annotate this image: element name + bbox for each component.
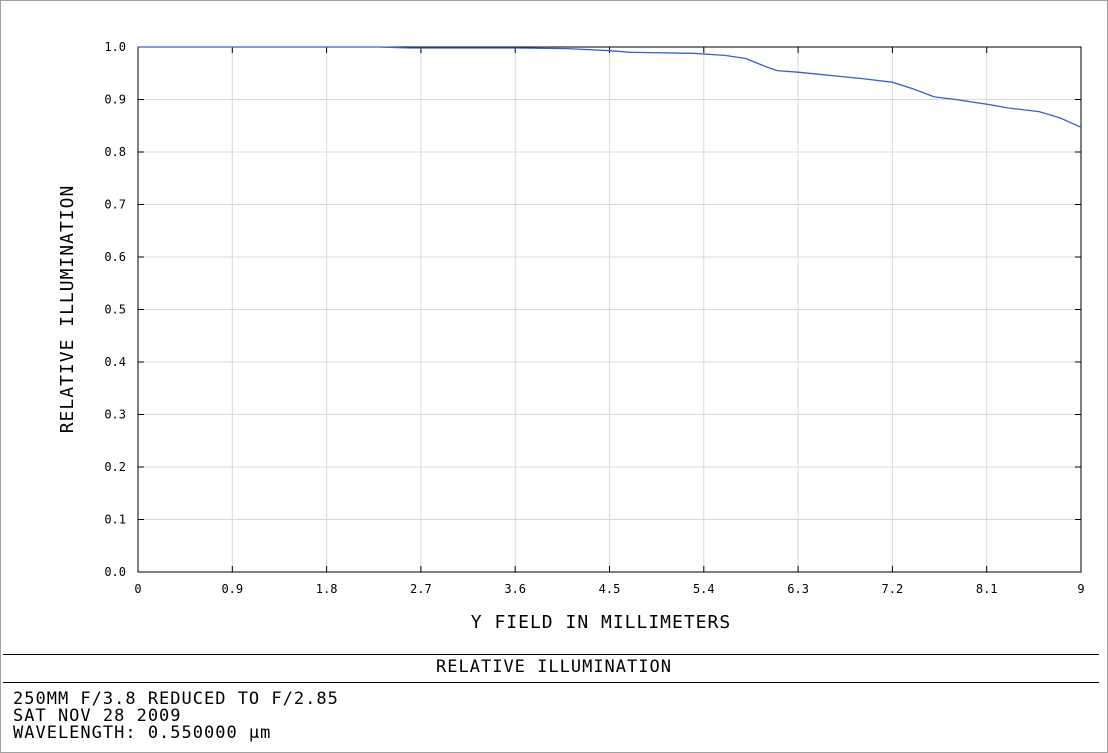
y-tick-label: 0.1: [104, 513, 126, 527]
relative-illumination-chart: 0 0.9 1.8 2.7 3.6 4.5 5.4 6.3 7.2 8.1 9 0.0 0.1 0.2 0.…: [57, 40, 1085, 633]
info-lens-description: 250MM F/3.8 REDUCED TO F/2.85: [13, 689, 339, 709]
axis-ticks: 0 0.9 1.8 2.7 3.6 4.5 5.4 6.3 7.2 8.1 9 0.0 0.1 0.2 0.…: [104, 40, 1084, 596]
series-line: [138, 46, 1082, 128]
x-tick-label: 1.8: [316, 582, 338, 596]
y-tick-label: 0.2: [104, 460, 126, 474]
x-tick-label: 8.1: [976, 582, 998, 596]
y-tick-label: 0.7: [104, 198, 126, 212]
y-tick-label: 1.0: [104, 40, 126, 54]
x-tick-label: 3.6: [504, 582, 526, 596]
x-tick-label: 0.9: [221, 582, 243, 596]
x-tick-label: 4.5: [599, 582, 621, 596]
series: [138, 46, 1082, 128]
y-tick-label: 0.3: [104, 408, 126, 422]
x-tick-label: 6.3: [787, 582, 809, 596]
y-tick-label: 0.4: [104, 355, 126, 369]
x-axis-title: Y FIELD IN MILLIMETERS: [471, 612, 731, 633]
y-tick-label: 0.9: [104, 93, 126, 107]
y-tick-label: 0.0: [104, 565, 126, 579]
plot-info: 250MM F/3.8 REDUCED TO F/2.85 SAT NOV 28…: [13, 691, 339, 742]
x-tick-label: 5.4: [693, 582, 715, 596]
info-date: SAT NOV 28 2009: [13, 706, 182, 726]
x-tick-label: 2.7: [410, 582, 432, 596]
grid: [138, 46, 1081, 572]
y-tick-label: 0.6: [104, 250, 126, 264]
x-tick-label: 9: [1077, 582, 1084, 596]
footer-title: RELATIVE ILLUMINATION: [436, 657, 672, 677]
info-wavelength: WAVELENGTH: 0.550000 µm: [13, 723, 272, 743]
x-tick-label: 7.2: [882, 582, 904, 596]
y-axis-title: RELATIVE ILLUMINATION: [57, 185, 78, 434]
footer-top-rule: [3, 654, 1099, 655]
footer-bottom-rule: [3, 682, 1099, 683]
y-tick-label: 0.8: [104, 145, 126, 159]
y-tick-label: 0.5: [104, 303, 126, 317]
x-tick-label: 0: [134, 582, 141, 596]
